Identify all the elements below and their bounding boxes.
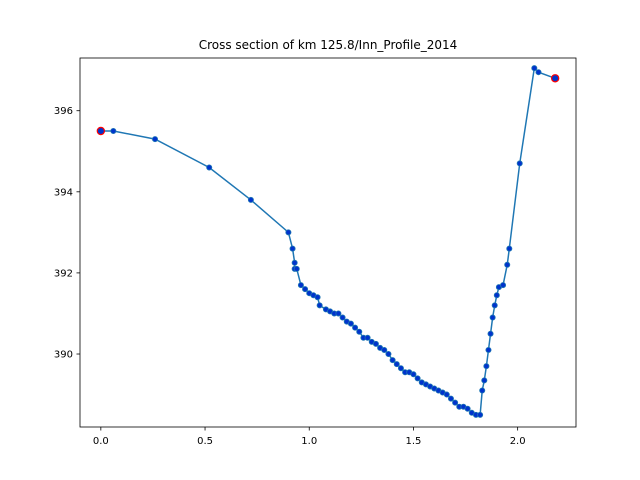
data-point (443, 391, 450, 398)
data-point (364, 334, 371, 341)
data-point (110, 127, 117, 134)
data-point (506, 245, 513, 252)
data-point (302, 286, 309, 293)
data-point (152, 136, 159, 143)
data-point (410, 371, 417, 378)
data-point (479, 387, 486, 394)
data-point (447, 395, 454, 402)
data-point (535, 69, 542, 76)
data-point (487, 330, 494, 337)
data-point (356, 328, 363, 335)
data-point (393, 361, 400, 368)
data-point (504, 261, 511, 268)
data-point (397, 365, 404, 372)
chart-title: Cross section of km 125.8/Inn_Profile_20… (199, 38, 458, 52)
y-tick-label: 396 (54, 106, 73, 117)
x-tick-label: 1.5 (405, 436, 421, 447)
x-tick-label: 0.0 (93, 436, 109, 447)
data-point (335, 310, 342, 317)
data-point (339, 314, 346, 321)
data-point (493, 292, 500, 299)
endpoint-marker (550, 74, 560, 83)
plot-area (96, 65, 560, 418)
data-point (347, 320, 354, 327)
data-point (531, 65, 538, 72)
data-point (316, 302, 323, 309)
y-tick-label: 390 (54, 350, 73, 361)
data-point (414, 375, 421, 382)
axes-frame (79, 57, 577, 428)
data-point (352, 324, 359, 331)
x-tick-label: 0.5 (197, 436, 213, 447)
data-point (389, 357, 396, 364)
axes: 0.0 0.5 1.0 1.5 2.0 390 392 394 396 (54, 57, 577, 447)
data-point (385, 351, 392, 358)
data-point (500, 282, 507, 289)
data-point (452, 399, 459, 406)
data-point (206, 164, 213, 171)
data-point (314, 294, 321, 301)
data-point (481, 377, 488, 384)
data-point (485, 346, 492, 353)
data-point (247, 196, 254, 203)
data-point (483, 363, 490, 370)
data-point (297, 282, 304, 289)
data-point (285, 229, 292, 236)
y-tick-label: 392 (54, 268, 73, 279)
data-point (464, 405, 471, 412)
data-point (489, 314, 496, 321)
series-line (100, 66, 556, 416)
data-point (372, 340, 379, 347)
data-point (291, 259, 298, 266)
data-point (491, 302, 498, 309)
data-point (289, 245, 296, 252)
data-point (293, 265, 300, 272)
data-point (516, 160, 523, 167)
x-tick-label: 2.0 (510, 436, 526, 447)
x-tick-label: 1.0 (301, 436, 317, 447)
data-point (477, 411, 484, 418)
endpoint-marker (96, 126, 106, 136)
data-point (381, 346, 388, 353)
y-tick-label: 394 (54, 187, 73, 198)
